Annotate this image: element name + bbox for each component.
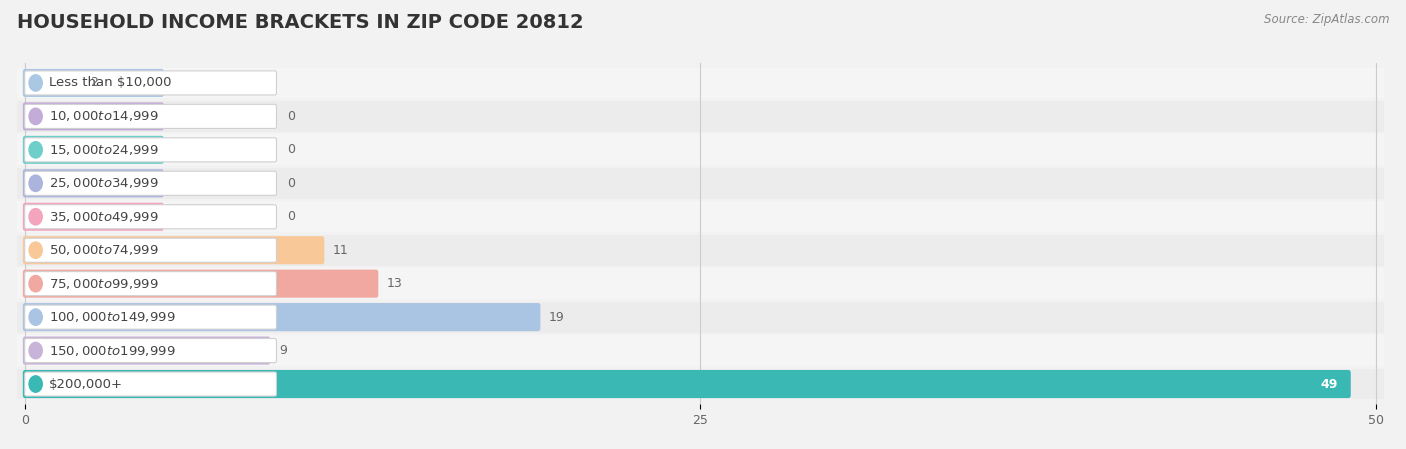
Text: HOUSEHOLD INCOME BRACKETS IN ZIP CODE 20812: HOUSEHOLD INCOME BRACKETS IN ZIP CODE 20…	[17, 13, 583, 32]
FancyBboxPatch shape	[17, 201, 1384, 232]
FancyBboxPatch shape	[22, 370, 1351, 398]
FancyBboxPatch shape	[25, 205, 277, 229]
Text: $25,000 to $34,999: $25,000 to $34,999	[49, 176, 159, 190]
Text: $150,000 to $199,999: $150,000 to $199,999	[49, 343, 176, 357]
FancyBboxPatch shape	[17, 369, 1384, 400]
FancyBboxPatch shape	[25, 71, 277, 95]
Text: 0: 0	[287, 210, 295, 223]
Text: Source: ZipAtlas.com: Source: ZipAtlas.com	[1264, 13, 1389, 26]
Circle shape	[30, 242, 42, 258]
FancyBboxPatch shape	[22, 169, 165, 198]
Text: $35,000 to $49,999: $35,000 to $49,999	[49, 210, 159, 224]
Circle shape	[30, 309, 42, 326]
Circle shape	[30, 175, 42, 191]
Circle shape	[30, 276, 42, 292]
FancyBboxPatch shape	[22, 269, 378, 298]
FancyBboxPatch shape	[22, 69, 165, 97]
FancyBboxPatch shape	[25, 372, 277, 396]
FancyBboxPatch shape	[25, 305, 277, 329]
FancyBboxPatch shape	[17, 302, 1384, 333]
Text: 0: 0	[287, 110, 295, 123]
FancyBboxPatch shape	[17, 235, 1384, 266]
FancyBboxPatch shape	[22, 102, 165, 131]
Text: 13: 13	[387, 277, 402, 290]
FancyBboxPatch shape	[25, 138, 277, 162]
Text: 0: 0	[287, 177, 295, 190]
Text: Less than $10,000: Less than $10,000	[49, 76, 172, 89]
Text: 2: 2	[90, 76, 97, 89]
FancyBboxPatch shape	[22, 202, 165, 231]
FancyBboxPatch shape	[17, 168, 1384, 199]
FancyBboxPatch shape	[17, 335, 1384, 366]
FancyBboxPatch shape	[22, 236, 325, 264]
Text: 19: 19	[548, 311, 565, 324]
Text: $200,000+: $200,000+	[49, 378, 122, 391]
FancyBboxPatch shape	[22, 136, 165, 164]
Circle shape	[30, 209, 42, 225]
Circle shape	[30, 108, 42, 124]
FancyBboxPatch shape	[25, 238, 277, 262]
Circle shape	[30, 75, 42, 91]
Circle shape	[30, 376, 42, 392]
FancyBboxPatch shape	[25, 339, 277, 363]
FancyBboxPatch shape	[22, 303, 540, 331]
FancyBboxPatch shape	[25, 171, 277, 195]
Circle shape	[30, 343, 42, 359]
Text: $100,000 to $149,999: $100,000 to $149,999	[49, 310, 176, 324]
FancyBboxPatch shape	[22, 336, 270, 365]
FancyBboxPatch shape	[17, 268, 1384, 299]
Text: $15,000 to $24,999: $15,000 to $24,999	[49, 143, 159, 157]
FancyBboxPatch shape	[25, 272, 277, 296]
Text: $10,000 to $14,999: $10,000 to $14,999	[49, 110, 159, 123]
FancyBboxPatch shape	[17, 101, 1384, 132]
FancyBboxPatch shape	[17, 134, 1384, 165]
Text: 0: 0	[287, 143, 295, 156]
Text: $75,000 to $99,999: $75,000 to $99,999	[49, 277, 159, 291]
Text: 9: 9	[278, 344, 287, 357]
Circle shape	[30, 141, 42, 158]
Text: $50,000 to $74,999: $50,000 to $74,999	[49, 243, 159, 257]
FancyBboxPatch shape	[25, 104, 277, 128]
Text: 49: 49	[1320, 378, 1337, 391]
Text: 11: 11	[333, 244, 349, 257]
FancyBboxPatch shape	[17, 67, 1384, 98]
